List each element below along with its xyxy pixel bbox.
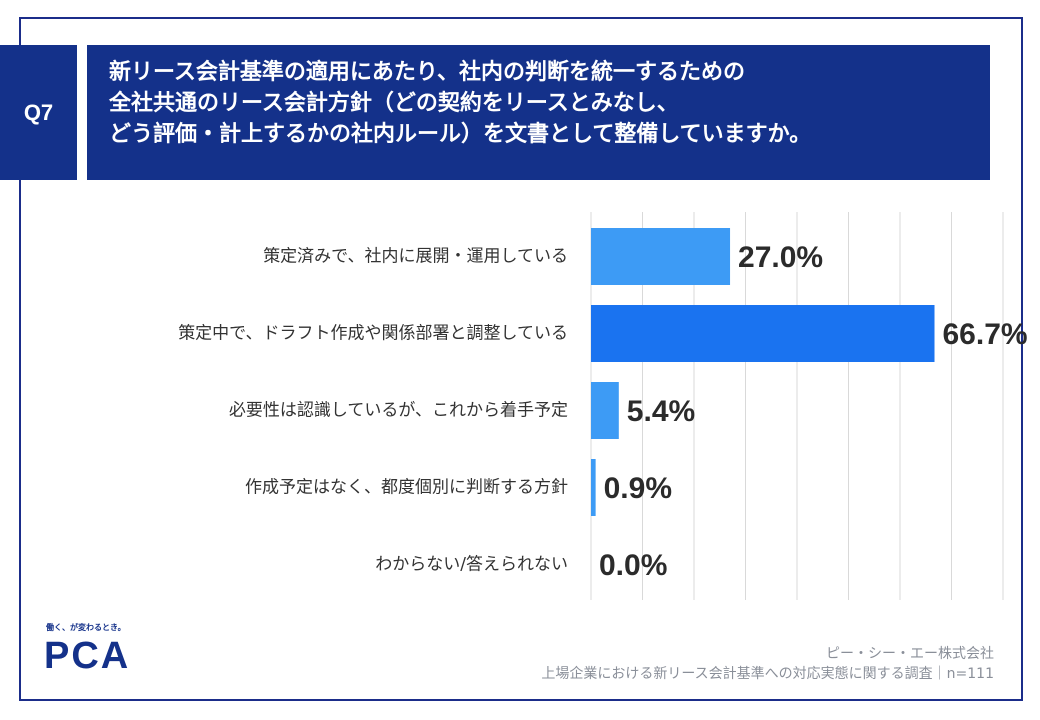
question-line-2: 全社共通のリース会計方針（どの契約をリースとみなし、 xyxy=(109,91,679,116)
question-number-badge: Q7 xyxy=(0,45,77,180)
value-label: 5.4% xyxy=(627,395,695,428)
category-label: 必要性は認識しているが、これから着手予定 xyxy=(229,401,568,421)
question-line-1: 新リース会計基準の適用にあたり、社内の判断を統一するための xyxy=(109,60,746,85)
survey-name: 上場企業における新リース会計基準への対応実態に関する調査｜n=111 xyxy=(541,666,994,682)
category-label: 作成予定はなく、都度個別に判断する方針 xyxy=(245,478,568,498)
credit-block: ピー・シー・エー株式会社 上場企業における新リース会計基準への対応実態に関する調… xyxy=(541,644,994,684)
bar xyxy=(591,228,731,285)
value-label: 66.7% xyxy=(943,318,1028,351)
bar xyxy=(591,382,619,439)
company-name: ピー・シー・エー株式会社 xyxy=(826,646,994,662)
bar xyxy=(591,459,596,516)
pca-logo: PCA xyxy=(44,635,131,677)
question-line-3: どう評価・計上するかの社内ルール）を文書として整備していますか。 xyxy=(109,122,812,147)
brand-tagline: 働く、が変わるとき。 xyxy=(46,623,126,632)
category-label: わからない/答えられない xyxy=(375,555,568,575)
value-label: 0.0% xyxy=(599,549,667,582)
value-label: 27.0% xyxy=(738,241,823,274)
category-label: 策定済みで、社内に展開・運用している xyxy=(263,247,568,267)
value-label: 0.9% xyxy=(604,472,672,505)
chart-frame xyxy=(19,17,1023,701)
question-number: Q7 xyxy=(23,99,54,125)
question-banner: 新リース会計基準の適用にあたり、社内の判断を統一するための 全社共通のリース会計… xyxy=(87,45,990,180)
bar xyxy=(591,305,935,362)
category-label: 策定中で、ドラフト作成や関係部署と調整している xyxy=(178,324,568,344)
